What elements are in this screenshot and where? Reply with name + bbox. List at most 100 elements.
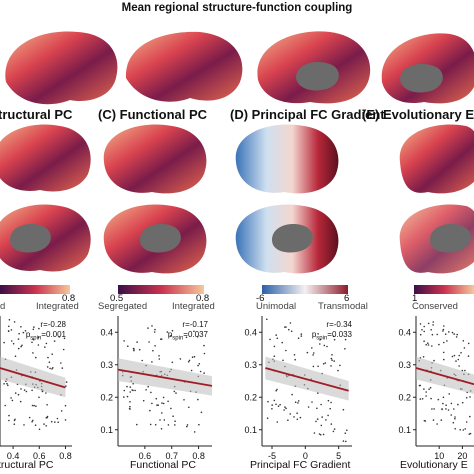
scatter-point xyxy=(467,342,470,345)
scatter-point xyxy=(330,357,333,360)
cb-c-min: 0.5 xyxy=(110,293,124,304)
scatter-point xyxy=(198,363,201,365)
scatter-point xyxy=(458,354,461,357)
scatter-point xyxy=(290,330,293,333)
scatter-point xyxy=(469,396,471,398)
scatter-point xyxy=(448,393,451,395)
xlabel-c: Functional PC xyxy=(130,459,196,471)
x-tick-label: 0.8 xyxy=(192,451,205,461)
scatter-point xyxy=(465,421,468,423)
scatter-point xyxy=(160,428,163,430)
scatter-point xyxy=(300,333,303,335)
panel-brains xyxy=(0,124,474,274)
scatter-point xyxy=(300,335,303,337)
scatter-point xyxy=(337,369,339,372)
scatter-point xyxy=(126,395,129,398)
scatter-point xyxy=(25,390,28,393)
scatter-point xyxy=(267,400,269,403)
scatter-point xyxy=(330,401,332,404)
scatter-point xyxy=(273,355,276,357)
scatter-point xyxy=(191,356,194,358)
scatter-point xyxy=(45,417,48,419)
panel-e-title: (E) Evolutionary E xyxy=(362,107,474,122)
scatter-point xyxy=(276,388,278,391)
scatter-point xyxy=(446,340,448,342)
scatter-point xyxy=(436,333,439,336)
scatter-point xyxy=(275,334,278,336)
scatter-point xyxy=(187,361,190,363)
scatter-point xyxy=(419,323,422,325)
scatter-point xyxy=(193,355,196,358)
scatter-point xyxy=(154,345,156,347)
y-tick-label: 0.1 xyxy=(244,425,257,435)
scatter-point xyxy=(23,389,26,391)
scatter-point xyxy=(289,322,292,324)
xlabel-d: Principal FC Gradient xyxy=(250,459,351,471)
scatter-point xyxy=(276,421,279,423)
scatter-point xyxy=(331,359,333,361)
y-tick-label: 0.4 xyxy=(398,327,411,337)
scatter-point xyxy=(45,342,48,345)
y-tick-label: 0.1 xyxy=(100,425,113,435)
scatter-point xyxy=(56,417,59,420)
scatter-point xyxy=(423,340,425,342)
scatter-point xyxy=(319,338,322,341)
scatter-point xyxy=(440,419,443,421)
scatter-point xyxy=(425,343,428,346)
scatter-point xyxy=(65,381,68,383)
scatter-point xyxy=(419,333,422,336)
scatter-point xyxy=(333,360,336,362)
scatter-point xyxy=(455,336,458,338)
scatter-point xyxy=(193,431,196,433)
scatter-point xyxy=(313,432,316,434)
scatter-point xyxy=(175,392,177,394)
scatter-point xyxy=(52,367,54,369)
scatter-point xyxy=(454,428,457,430)
x-tick-label: 20 xyxy=(457,451,467,461)
scatter-point xyxy=(431,408,433,410)
scatter-point xyxy=(344,432,347,434)
scatter-point xyxy=(441,408,443,410)
xlabel-b: tructural PC xyxy=(0,459,54,471)
scatter-point xyxy=(3,341,5,344)
cb-d-max: 6 xyxy=(344,293,350,304)
y-tick-label: 0.3 xyxy=(244,360,257,370)
scatter-point xyxy=(127,345,129,347)
scatter-point xyxy=(425,395,427,397)
scatter-point xyxy=(196,336,199,338)
scatter-point xyxy=(469,432,472,435)
scatter-point xyxy=(468,433,471,435)
scatter-point xyxy=(151,325,153,327)
scatter-point xyxy=(64,419,67,421)
scatter-point xyxy=(174,424,176,426)
scatter-point xyxy=(288,328,290,331)
scatter-point xyxy=(331,354,333,356)
scatter-point xyxy=(312,354,314,356)
scatter-point xyxy=(197,364,199,367)
scatter-point xyxy=(154,328,156,331)
scatter-point xyxy=(160,338,163,340)
scatter-point xyxy=(297,400,300,402)
scatter-point xyxy=(185,336,188,339)
scatter-point xyxy=(443,358,445,361)
scatter-point xyxy=(463,347,466,349)
scatter-point xyxy=(293,416,295,418)
stats-b: r=-0.28 pspin=0.001 xyxy=(25,320,66,342)
fit-line xyxy=(265,367,349,392)
scatter-point xyxy=(311,401,313,403)
scatter-point xyxy=(269,338,271,341)
y-tick-label: 0.2 xyxy=(100,392,113,402)
scatter-point xyxy=(296,412,298,414)
scatter-point xyxy=(448,331,450,333)
brain-b-lateral xyxy=(0,124,91,192)
scatter-point xyxy=(12,342,15,345)
scatter-point xyxy=(462,340,465,342)
scatter-point xyxy=(203,372,205,374)
scatter-point xyxy=(326,345,328,348)
scatter-point xyxy=(32,419,34,422)
scatter-point xyxy=(465,397,468,399)
scatter-point xyxy=(427,344,430,346)
scatter-point xyxy=(329,407,332,410)
scatter-point xyxy=(458,365,460,367)
scatter-point xyxy=(432,321,435,323)
